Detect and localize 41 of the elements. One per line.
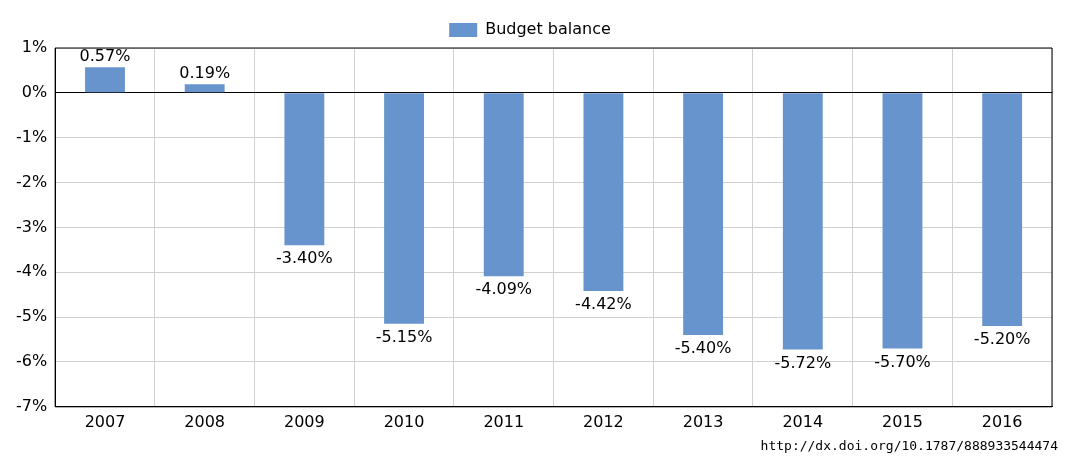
x-tick-label: 2007: [84, 411, 126, 431]
data-label: -3.40%: [276, 248, 333, 268]
legend-label: Budget balance: [485, 19, 611, 39]
y-tick-label: -6%: [16, 351, 48, 371]
x-tick-label: 2016: [981, 411, 1023, 431]
x-tick-label: 2014: [782, 411, 824, 431]
x-tick-label: 2013: [682, 411, 724, 431]
y-tick-label: 0%: [21, 82, 48, 102]
data-label: -4.42%: [575, 294, 632, 314]
bar: [384, 93, 424, 324]
data-label: -5.72%: [774, 352, 832, 372]
data-label: 0.57%: [79, 46, 131, 66]
data-label: -5.70%: [874, 351, 931, 371]
x-tick-label: 2012: [583, 411, 624, 431]
bar: [583, 93, 624, 292]
data-label: -5.20%: [973, 329, 1031, 349]
bar: [184, 84, 225, 93]
y-tick-label: 1%: [21, 37, 48, 57]
data-label: -4.09%: [475, 279, 533, 299]
y-tick-label: -1%: [16, 126, 48, 146]
bar: [782, 93, 823, 350]
x-tick-label: 2009: [284, 411, 325, 431]
bar: [882, 93, 923, 349]
y-tick-label: -2%: [16, 171, 48, 191]
bar: [483, 93, 524, 277]
text: http://dx.doi.org/10.1787/888933544474: [759, 438, 1059, 453]
bar: [683, 93, 724, 336]
data-label: -5.40%: [674, 338, 732, 358]
y-tick-label: -5%: [16, 306, 48, 326]
x-tick-label: 2015: [882, 411, 923, 431]
x-tick-label: 2011: [483, 411, 525, 431]
bar: [982, 93, 1023, 327]
data-label: -5.15%: [375, 326, 433, 346]
y-tick-label: -3%: [16, 216, 48, 236]
y-tick-label: -4%: [16, 261, 48, 281]
bar: [284, 93, 325, 246]
x-tick-label: 2008: [184, 411, 226, 431]
x-tick-label: 2010: [383, 411, 425, 431]
data-label: 0.19%: [179, 63, 231, 83]
y-tick-label: -7%: [16, 395, 48, 415]
bar: [85, 67, 125, 93]
